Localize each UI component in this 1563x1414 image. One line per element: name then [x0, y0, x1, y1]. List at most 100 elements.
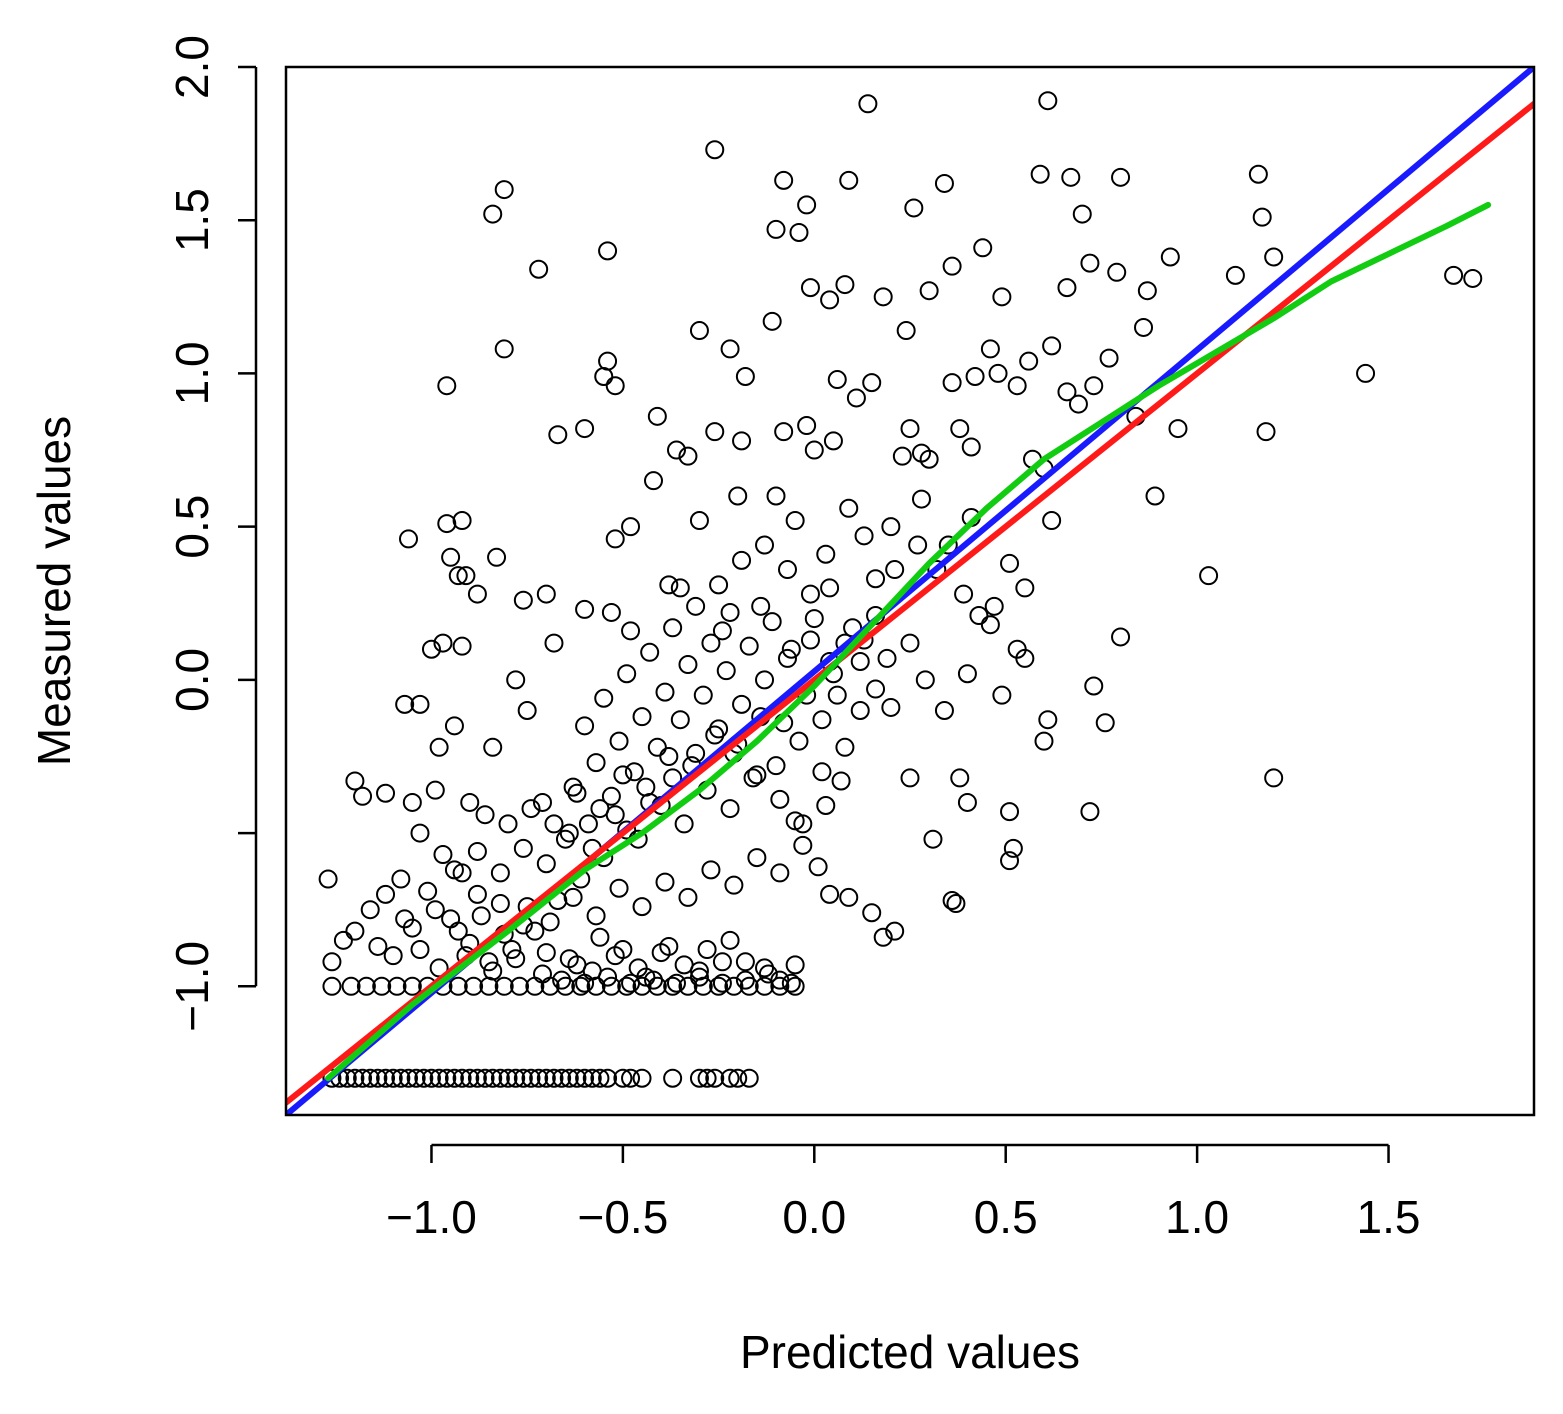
data-point	[621, 1068, 641, 1088]
data-point	[911, 489, 931, 509]
data-point	[724, 976, 744, 996]
data-point	[632, 1068, 652, 1088]
data-point	[410, 940, 430, 960]
data-point	[1225, 265, 1245, 285]
data-point	[950, 419, 970, 439]
data-point	[555, 829, 575, 849]
data-point	[816, 544, 836, 564]
data-point	[376, 884, 396, 904]
data-point	[728, 486, 748, 506]
data-point	[444, 716, 464, 736]
x-tick-label: 1.0	[1165, 1191, 1229, 1243]
data-point	[360, 900, 380, 920]
data-point	[743, 768, 763, 788]
data-point	[410, 694, 430, 714]
data-point	[322, 952, 342, 972]
data-point	[1084, 376, 1104, 396]
data-point	[598, 351, 618, 371]
data-point	[827, 685, 847, 705]
data-point	[793, 835, 813, 855]
y-tick-label: 0.0	[166, 648, 218, 712]
data-point	[873, 927, 893, 947]
data-point	[376, 783, 396, 803]
data-point	[755, 535, 775, 555]
data-point	[464, 976, 484, 996]
data-point	[1038, 710, 1058, 730]
data-point	[766, 219, 786, 239]
data-point	[513, 838, 533, 858]
data-point	[904, 198, 924, 218]
data-point	[490, 1068, 510, 1088]
data-point	[850, 701, 870, 721]
data-point	[322, 976, 342, 996]
data-point	[425, 780, 445, 800]
data-point	[1034, 731, 1054, 751]
data-point	[429, 1068, 449, 1088]
data-point	[640, 642, 660, 662]
data-point	[502, 940, 522, 960]
data-point	[666, 440, 686, 460]
data-point	[1042, 336, 1062, 356]
data-point	[712, 952, 732, 972]
y-tick-label: 1.0	[166, 341, 218, 405]
data-point	[823, 431, 843, 451]
data-point	[448, 566, 468, 586]
data-point	[353, 1068, 373, 1088]
data-point	[617, 820, 637, 840]
data-point	[709, 575, 729, 595]
data-point	[433, 633, 453, 653]
data-point	[705, 1068, 725, 1088]
data-point	[632, 897, 652, 917]
data-point	[368, 936, 388, 956]
data-point	[421, 639, 441, 659]
data-point	[777, 648, 797, 668]
data-point	[881, 697, 901, 717]
data-point	[647, 406, 667, 426]
data-point	[701, 633, 721, 653]
data-point	[513, 590, 533, 610]
data-point	[885, 560, 905, 580]
y-axis: −1.0 0.0 0.5 1.0 1.5 2.0	[166, 35, 258, 1032]
data-point	[938, 535, 958, 555]
data-point	[919, 281, 939, 301]
data-point	[950, 768, 970, 788]
data-point	[360, 1068, 380, 1088]
data-point	[467, 584, 487, 604]
data-point	[594, 688, 614, 708]
data-point	[942, 373, 962, 393]
data-point	[506, 949, 526, 969]
data-point	[483, 737, 503, 757]
data-point	[571, 976, 591, 996]
data-point	[444, 860, 464, 880]
data-point	[1252, 207, 1272, 227]
data-point	[1145, 486, 1165, 506]
data-point	[552, 1068, 572, 1088]
data-point	[678, 655, 698, 675]
data-point	[1356, 363, 1376, 383]
data-point	[670, 710, 690, 730]
data-point	[820, 884, 840, 904]
data-point	[720, 930, 740, 950]
data-point	[406, 1068, 426, 1088]
data-point	[835, 737, 855, 757]
data-point	[467, 884, 487, 904]
data-point	[720, 1068, 740, 1088]
data-point	[751, 596, 771, 616]
data-point	[770, 789, 790, 809]
data-point	[1000, 802, 1020, 822]
data-point	[532, 964, 552, 984]
data-point	[632, 976, 652, 996]
data-point	[494, 339, 514, 359]
data-point	[885, 921, 905, 941]
data-point	[624, 762, 644, 782]
data-point	[437, 1068, 457, 1088]
data-point	[1199, 566, 1219, 586]
data-point	[621, 621, 641, 641]
data-point	[866, 569, 886, 589]
data-point	[345, 771, 365, 791]
data-point	[969, 606, 989, 626]
x-tick-label: 0.5	[974, 1191, 1038, 1243]
data-point	[513, 1068, 533, 1088]
data-point	[418, 881, 438, 901]
data-point	[490, 894, 510, 914]
